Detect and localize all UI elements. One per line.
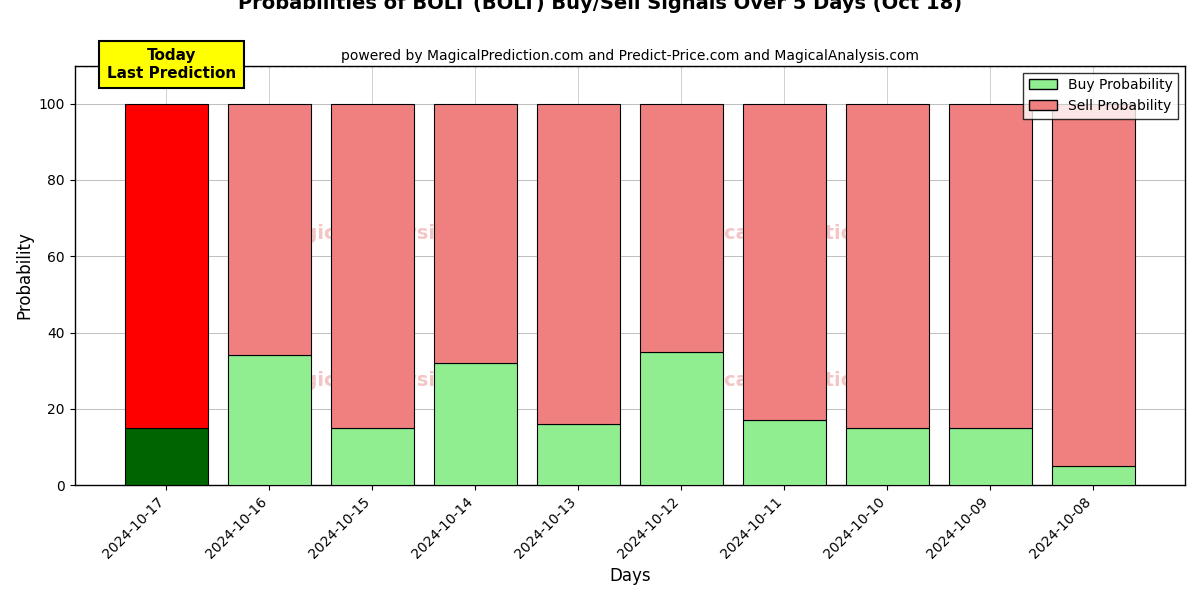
Bar [125,428,208,485]
Text: MagicalAnalysis.com: MagicalAnalysis.com [271,224,499,243]
Text: Probabilities of BOLT (BOLT) Buy/Sell Signals Over 5 Days (Oct 18): Probabilities of BOLT (BOLT) Buy/Sell Si… [238,0,962,13]
Bar [743,421,826,485]
Bar [1052,466,1134,485]
Bar [846,104,929,428]
Title: powered by MagicalPrediction.com and Predict-Price.com and MagicalAnalysis.com: powered by MagicalPrediction.com and Pre… [341,49,919,63]
Legend: Buy Probability, Sell Probability: Buy Probability, Sell Probability [1024,73,1178,119]
Bar [538,424,619,485]
X-axis label: Days: Days [610,567,650,585]
Bar [949,428,1032,485]
Text: Today
Last Prediction: Today Last Prediction [107,49,236,81]
Bar [949,104,1032,428]
Bar [434,363,516,485]
Bar [228,104,311,355]
Bar [1052,104,1134,466]
Bar [434,104,516,363]
Bar [640,104,722,352]
Bar [743,104,826,421]
Bar [538,104,619,424]
Text: MagicalAnalysis.com: MagicalAnalysis.com [271,371,499,390]
Text: MagicalPrediction.com: MagicalPrediction.com [672,371,922,390]
Bar [846,428,929,485]
Y-axis label: Probability: Probability [16,232,34,319]
Bar [640,352,722,485]
Text: MagicalPrediction.com: MagicalPrediction.com [672,224,922,243]
Bar [125,104,208,428]
Bar [331,104,414,428]
Bar [331,428,414,485]
Bar [228,355,311,485]
